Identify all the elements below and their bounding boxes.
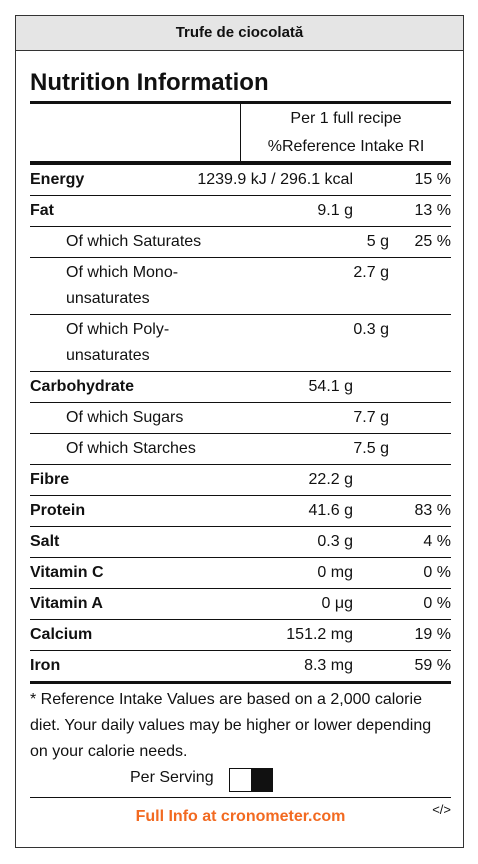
nutrient-ri: 19 %: [414, 626, 451, 643]
nutrient-name: Carbohydrate: [30, 378, 135, 395]
nutrient-amount: 0 μg: [321, 595, 353, 612]
column-header: Per 1 full recipe %Reference Intake RI: [30, 104, 451, 161]
header-cell: Per 1 full recipe %Reference Intake RI: [241, 104, 451, 161]
header-blank: [30, 104, 241, 161]
nutrient-row: Of which Mono-unsaturates 2.7 g: [30, 257, 451, 314]
nutrient-row: Vitamin A 0 μg 0 %: [30, 588, 451, 619]
nutrient-ri: 83 %: [414, 502, 451, 519]
nutrient-name: Of which Poly-unsaturates: [66, 321, 170, 364]
nutrient-ri-empty: [389, 405, 451, 431]
nutrient-amount: 9.1 g: [317, 202, 353, 219]
ri-header: %Reference Intake RI: [267, 138, 425, 155]
embed-button[interactable]: </>: [432, 802, 451, 817]
nutrient-ri: 25 %: [414, 233, 451, 250]
nutrient-amount: 41.6 g: [308, 502, 353, 519]
nutrient-row: Energy 1239.9 kJ / 296.1 kcal 15 %: [30, 164, 451, 195]
nutrient-row: Carbohydrate 54.1 g: [30, 371, 451, 402]
nutrient-ri: 0 %: [423, 564, 451, 581]
nutrient-amount: 2.7 g: [353, 264, 389, 281]
rows: Energy 1239.9 kJ / 296.1 kcal 15 % Fat 9.1 g…: [30, 164, 451, 681]
nutrient-row: Of which Starches 7.5 g: [30, 433, 451, 464]
divider: [30, 681, 451, 684]
label-body: Nutrition Information Per 1 full recipe%…: [30, 51, 451, 838]
heading: Nutrition Information: [30, 69, 269, 96]
divider: [30, 161, 451, 164]
nutrient-ri: 15 %: [414, 171, 451, 188]
footnote: * Reference Intake Values are based on a…: [30, 691, 432, 760]
nutrient-row: Protein 41.6 g 83 %: [30, 495, 451, 526]
nutrient-amount: 5 g: [366, 233, 389, 250]
nutrient-amount: 7.7 g: [353, 409, 389, 426]
nutrient-amount: 0.3 g: [317, 533, 353, 550]
nutrient-ri: 0 %: [423, 595, 451, 612]
nutrient-ri-empty: [389, 317, 451, 369]
nutrient-row: Vitamin C 0 mg 0 %: [30, 557, 451, 588]
nutrient-name: Calcium: [30, 626, 93, 643]
nutrient-name: Vitamin C: [30, 564, 104, 581]
nutrient-amount: 8.3 mg: [304, 657, 353, 674]
nutrient-amount: 54.1 g: [308, 378, 353, 395]
divider: [30, 101, 451, 104]
nutrient-ri-empty: [353, 467, 451, 493]
cronometer-link[interactable]: Full Info at cronometer.com: [135, 808, 346, 825]
nutrient-row: Of which Saturates 5 g 25 %: [30, 226, 451, 257]
nutrient-row: Of which Sugars 7.7 g: [30, 402, 451, 433]
nutrient-ri-empty: [389, 260, 451, 312]
nutrient-row: Iron 8.3 mg 59 %: [30, 650, 451, 681]
nutrition-label: Trufe de ciocolată Nutrition Information…: [15, 15, 464, 848]
nutrient-row: Calcium 151.2 mg 19 %: [30, 619, 451, 650]
nutrient-row: Salt 0.3 g 4 %: [30, 526, 451, 557]
nutrient-name: Of which Saturates: [66, 233, 202, 250]
nutrient-ri: 4 %: [423, 533, 451, 550]
nutrient-amount: 1239.9 kJ / 296.1 kcal: [197, 171, 353, 188]
amount-header: Per 1 full recipe: [290, 110, 402, 127]
nutrient-name: Of which Mono-unsaturates: [66, 264, 179, 307]
nutrient-ri-empty: [389, 436, 451, 462]
nutrient-row: Fat 9.1 g 13 %: [30, 195, 451, 226]
nutrient-name: Fibre: [30, 471, 70, 488]
nutrient-row: Fibre 22.2 g: [30, 464, 451, 495]
nutrient-ri-empty: [353, 374, 451, 400]
nutrient-name: Fat: [30, 202, 54, 219]
nutrient-name: Iron: [30, 657, 61, 674]
nutrient-amount: 151.2 mg: [286, 626, 353, 643]
nutrient-amount: 0 mg: [317, 564, 353, 581]
nutrient-name: Of which Starches: [66, 440, 196, 457]
nutrient-name: Salt: [30, 533, 60, 550]
recipe-title: Trufe de ciocolată: [16, 16, 463, 51]
toggle-switch[interactable]: [229, 768, 273, 792]
footer: Full Info at cronometer.com </>: [30, 797, 451, 838]
nutrient-name: Of which Sugars: [66, 409, 184, 426]
nutrient-amount: 7.5 g: [353, 440, 389, 457]
toggle-row: Per Serving: [30, 767, 451, 797]
nutrient-ri: 13 %: [414, 202, 451, 219]
nutrient-name: Protein: [30, 502, 86, 519]
nutrient-name: Vitamin A: [30, 595, 103, 612]
nutrient-amount: 0.3 g: [353, 321, 389, 338]
nutrient-amount: 22.2 g: [308, 471, 353, 488]
nutrient-ri: 59 %: [414, 657, 451, 674]
nutrient-name: Energy: [30, 171, 85, 188]
nutrient-row: Of which Poly-unsaturates 0.3 g: [30, 314, 451, 371]
toggle-label: Per Serving: [130, 769, 214, 786]
